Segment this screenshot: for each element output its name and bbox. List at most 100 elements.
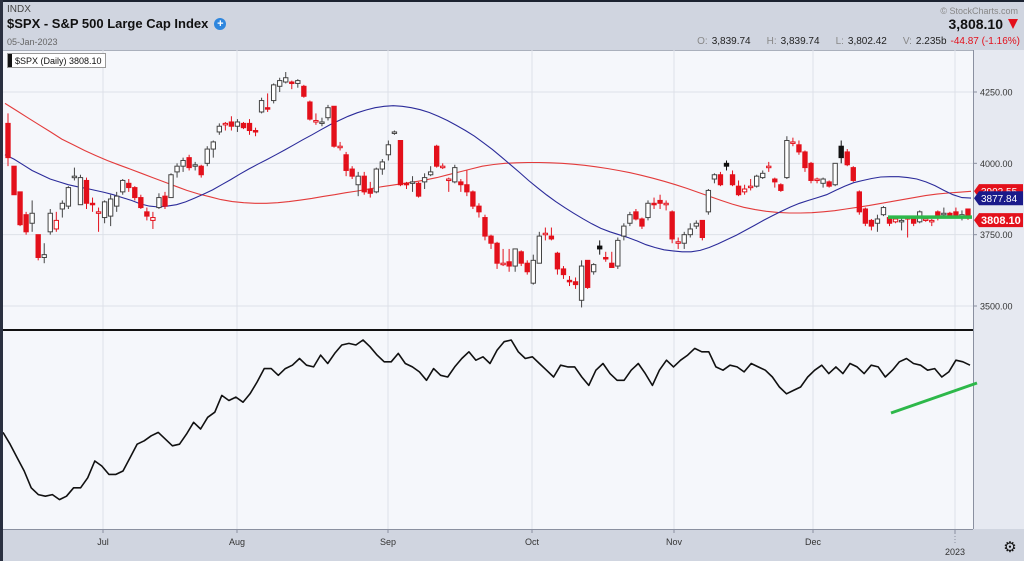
candle-body [603, 256, 609, 260]
candle-body [415, 182, 422, 197]
candle-body [597, 245, 603, 250]
candle-body [633, 211, 639, 220]
candle-body [584, 259, 591, 288]
candle-body [126, 182, 132, 189]
candle-body [29, 212, 35, 224]
candle-body [898, 219, 905, 223]
candle-body [150, 217, 156, 221]
candle-body [621, 225, 627, 237]
chart-legend: $SPX (Daily) 3808.10 [7, 53, 106, 68]
candle-body [838, 145, 844, 159]
candle-body [120, 179, 126, 193]
candle-body [524, 262, 530, 273]
price-panel [3, 50, 973, 330]
candle-body [440, 165, 446, 169]
candle-body [657, 199, 663, 204]
candle-body [458, 181, 464, 186]
candle-body [77, 177, 84, 206]
candle-body [59, 202, 66, 210]
volume-label: V: [902, 36, 912, 47]
candle-body [856, 191, 862, 213]
candle-body [488, 235, 494, 244]
candle-body [373, 168, 379, 193]
candle-body [609, 262, 615, 268]
candle-body [615, 239, 621, 267]
candle-body [446, 178, 452, 182]
candle-body [192, 164, 198, 167]
candle-body [705, 189, 712, 213]
candle-body [168, 174, 174, 199]
candle-body [349, 168, 355, 177]
candle-body [729, 174, 736, 186]
candle-body [868, 219, 875, 227]
gear-icon[interactable]: ⚙ [1003, 539, 1017, 556]
last-price-value: 3808.10 [981, 215, 1021, 227]
indicator-line [2, 339, 971, 501]
candle-body [409, 181, 416, 184]
candle-body [675, 241, 681, 244]
candle-body [754, 175, 760, 187]
candle-body [434, 145, 440, 167]
candle-body [844, 151, 850, 166]
candle-body [506, 261, 512, 267]
candle-body [204, 148, 210, 164]
candle-body [766, 165, 772, 169]
candle-body [41, 254, 47, 258]
plus-circle-icon[interactable]: + [214, 17, 227, 30]
low-label: L: [835, 36, 844, 47]
candle-body [222, 122, 229, 126]
brand-watermark: © StockCharts.com [940, 6, 1018, 16]
candle-body [560, 268, 567, 276]
candle-body [929, 219, 935, 223]
symbol-title-text: $SPX - S&P 500 Large Cap Index [7, 16, 209, 31]
legend-label: $SPX (Daily) 3808.10 [15, 55, 102, 66]
candle-body [717, 174, 724, 186]
candle-body [132, 187, 138, 199]
low-value: 3,802.42 [847, 36, 887, 47]
candle-body [669, 211, 675, 240]
long-moving-average-line [4, 102, 972, 214]
candle-body [427, 171, 434, 176]
candle-body [772, 178, 778, 183]
candle-body [53, 219, 59, 230]
open-label: O: [697, 36, 708, 47]
y-tick-label: 4000.00 [980, 159, 1013, 169]
volume-value: 2.235b [915, 36, 947, 47]
candle-body [832, 162, 838, 186]
candle-body [264, 107, 271, 110]
candle-body [566, 279, 573, 283]
x-tick-label: Sep [380, 537, 396, 547]
candle-body [23, 214, 29, 233]
candle-body [391, 131, 398, 134]
candle-body [289, 81, 295, 85]
high-value: 3,839.74 [780, 36, 820, 47]
candle-body [295, 80, 301, 84]
candle-body [542, 232, 549, 236]
candle-body [138, 197, 144, 209]
symbol-title: $SPX - S&P 500 Large Cap Index + [7, 16, 227, 31]
candle-body [663, 202, 669, 206]
candle-body [530, 259, 536, 284]
candle-body [536, 235, 542, 264]
y-tick-label: 3500.00 [980, 302, 1013, 312]
x-tick-label: Oct [525, 537, 540, 547]
candle-body [452, 167, 458, 183]
ma-short-value: 3877.84 [981, 194, 1018, 205]
candle-body [216, 125, 222, 133]
down-triangle-icon [1008, 19, 1018, 29]
x-tick-label: Jul [97, 537, 109, 547]
candle-body [470, 191, 476, 207]
candle-body [476, 205, 482, 213]
quote-date: 05-Jan-2023 [7, 37, 58, 47]
candle-body [180, 159, 186, 167]
candle-body [186, 157, 192, 169]
ohlc-summary: O: 3,839.74 H: 3,839.74 L: 3,802.42 V: 2… [697, 36, 1020, 47]
candle-body [518, 251, 524, 264]
candle-body [639, 218, 645, 227]
candle-body [107, 198, 114, 217]
candle-body [874, 218, 881, 224]
candle-body [301, 85, 307, 97]
chart-header: INDX $SPX - S&P 500 Large Cap Index + 05… [3, 2, 1024, 50]
candle-body [210, 141, 216, 150]
